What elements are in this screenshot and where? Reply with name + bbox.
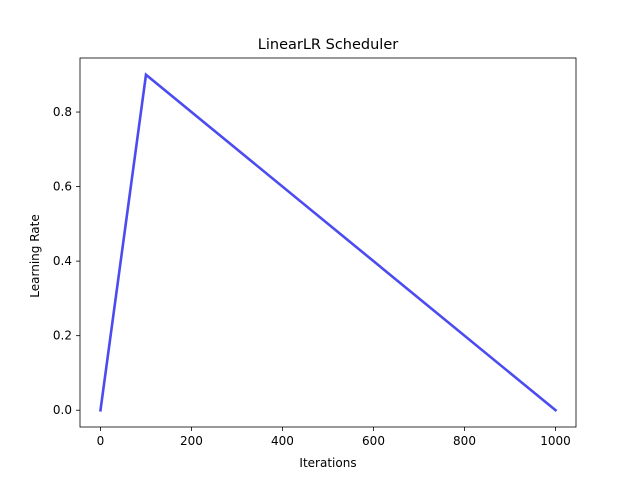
plot-frame (79, 57, 577, 428)
y-tick-label: 0.0 (53, 403, 72, 417)
x-tick-label: 200 (180, 434, 203, 448)
y-axis-label: Learning Rate (28, 214, 42, 297)
y-tick-label: 0.2 (53, 329, 72, 343)
y-axis: 0.0 0.2 0.4 0.6 0.8 (53, 105, 80, 417)
x-axis: 0 200 400 600 800 1000 (97, 427, 571, 448)
x-tick-label: 0 (97, 434, 105, 448)
x-axis-label: Iterations (299, 456, 356, 470)
y-tick-label: 0.4 (53, 254, 72, 268)
chart-title: LinearLR Scheduler (258, 37, 398, 53)
series-layer (99, 72, 558, 413)
x-tick-label: 1000 (540, 434, 571, 448)
y-tick-label: 0.8 (53, 105, 72, 119)
learning-rate-line (99, 72, 558, 413)
x-tick-label: 800 (453, 434, 476, 448)
x-tick-label: 600 (362, 434, 385, 448)
x-tick-label: 400 (271, 434, 294, 448)
y-tick-label: 0.6 (53, 180, 72, 194)
